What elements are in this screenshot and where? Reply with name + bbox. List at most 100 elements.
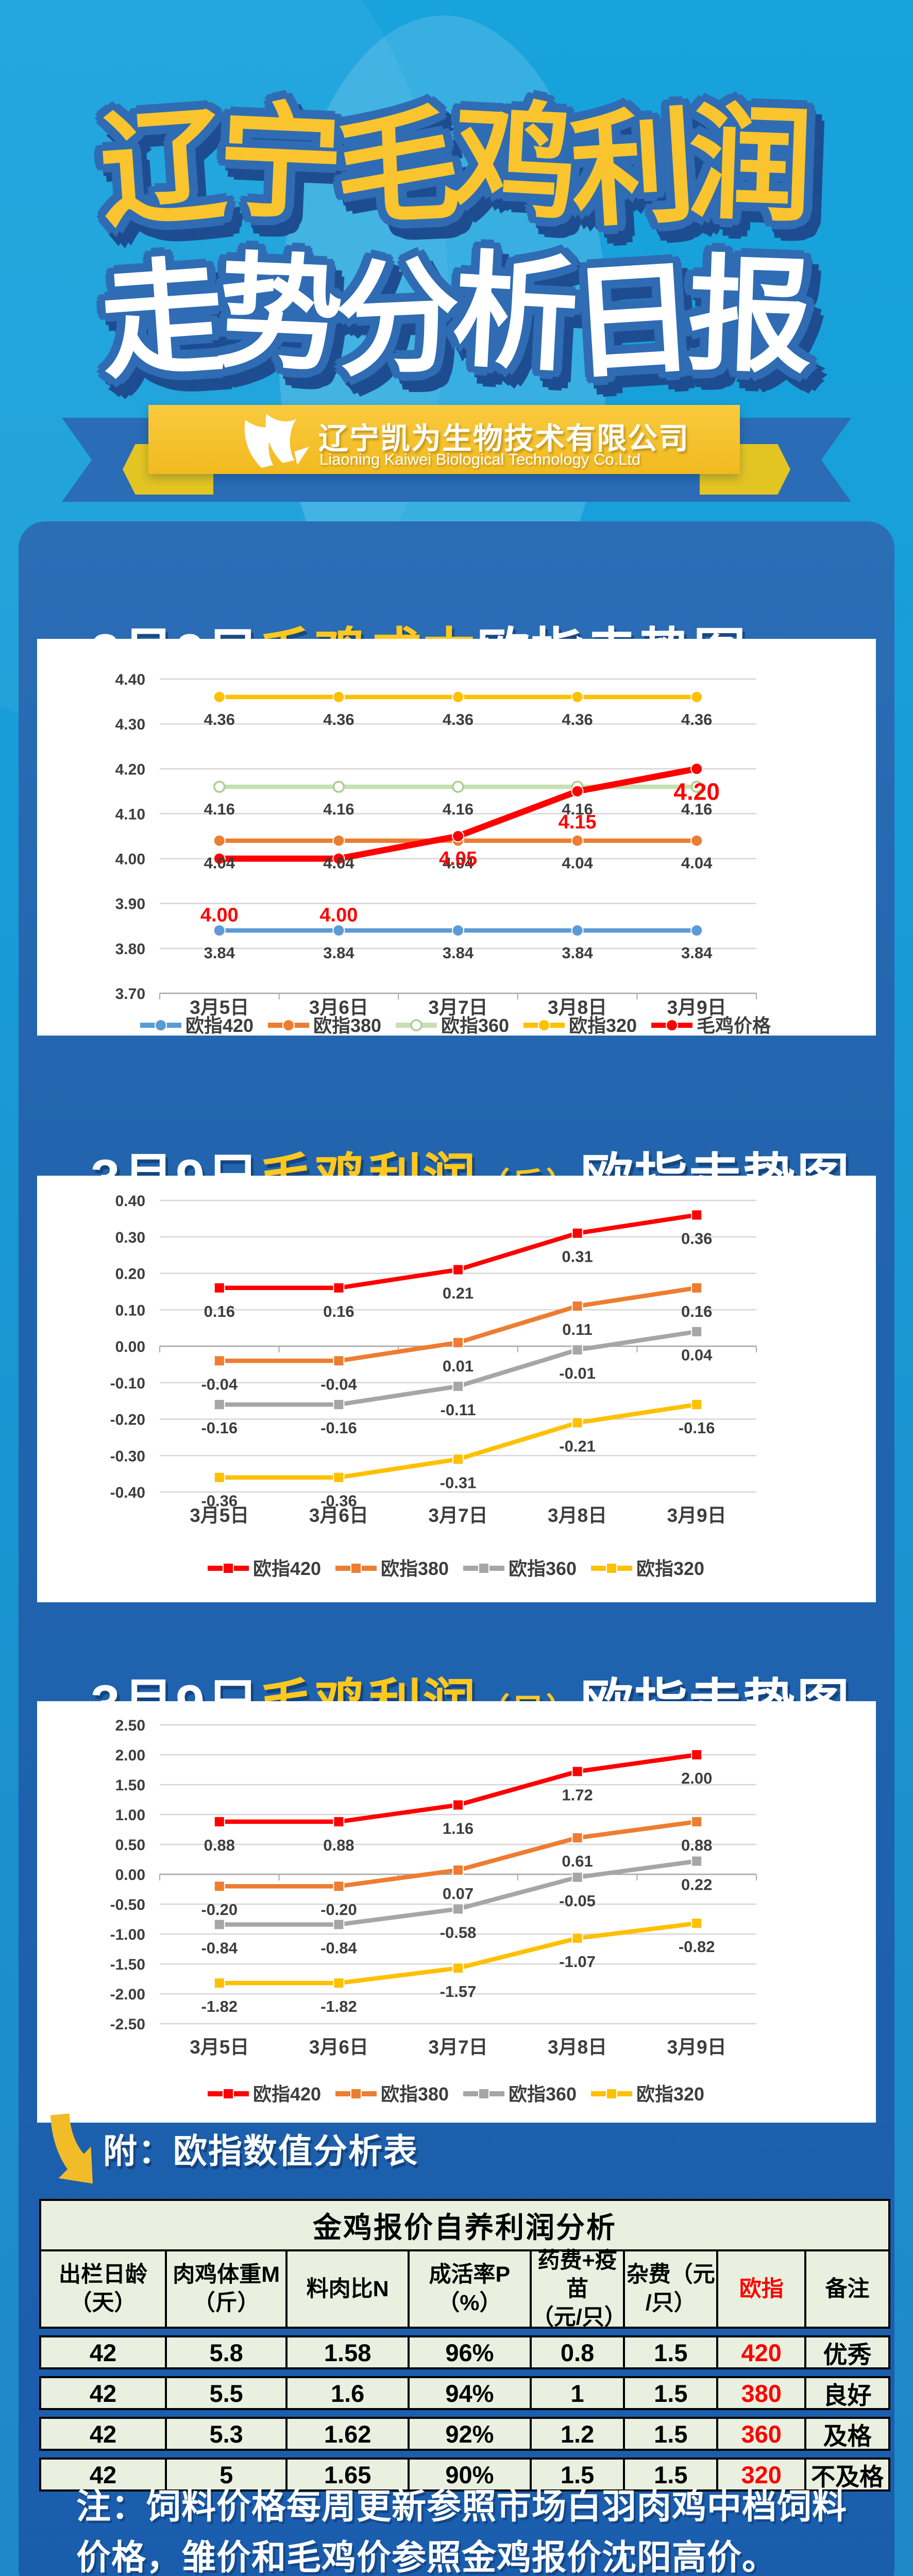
series-labels-欧指320: 4.36 4.36 4.36 4.36 4.36 [204, 710, 713, 728]
table-cell: 1.5 [623, 2337, 716, 2367]
x-axis-labels: 3月5日 3月6日 3月7日 3月8日 3月9日 [190, 1505, 726, 1526]
series-欧指420 [213, 1209, 703, 1294]
svg-text:-0.16: -0.16 [201, 1419, 238, 1437]
svg-text:1.72: 1.72 [562, 1786, 593, 1804]
table-cell: 1.6 [285, 2378, 408, 2408]
table-cell: 5.8 [165, 2337, 285, 2367]
attachment-title: 附：欧指数值分析表 [103, 2132, 418, 2170]
svg-text:-1.57: -1.57 [440, 1982, 477, 2001]
table-cell: 42 [89, 2420, 117, 2448]
svg-text:-0.20: -0.20 [320, 1901, 357, 1919]
company-ribbon: 辽宁凯为生物技术有限公司 Liaoning Kaiwei Biological … [148, 405, 740, 474]
table-cell: 360 [716, 2419, 804, 2449]
svg-text:欧指320: 欧指320 [636, 2083, 704, 2105]
svg-text:3月5日: 3月5日 [190, 1505, 249, 1526]
svg-text:欧指360: 欧指360 [441, 1015, 509, 1036]
svg-text:0.16: 0.16 [681, 1302, 712, 1320]
svg-text:-0.21: -0.21 [559, 1437, 596, 1455]
svg-text:4.04: 4.04 [204, 854, 235, 872]
table-cell: 良好 [804, 2378, 888, 2409]
table-row: 42 5.8 1.58 96% 0.8 1.5 420 优秀 [39, 2335, 890, 2369]
svg-text:-0.10: -0.10 [110, 1375, 145, 1392]
table-cell: 380 [716, 2378, 804, 2408]
table-cell: 5 [165, 2460, 285, 2489]
table-header-cell: 出栏日龄 （天） [59, 2262, 147, 2315]
svg-text:-0.04: -0.04 [201, 1375, 238, 1393]
svg-text:3.84: 3.84 [443, 944, 474, 962]
company-name-en: Liaoning Kaiwei Biological Technology Co… [319, 450, 641, 468]
note-line2: 价格，雏价和毛鸡价参照金鸡报价沈阳高价。 [76, 2538, 777, 2576]
svg-text:欧指380: 欧指380 [381, 2083, 449, 2105]
svg-text:3.70: 3.70 [115, 986, 145, 1003]
table-cell: 优秀 [804, 2337, 888, 2368]
svg-text:3月7日: 3月7日 [428, 997, 487, 1018]
table-cell: 0.8 [529, 2337, 623, 2367]
series-labels-欧指420: 0.16 0.16 0.21 0.31 0.36 [204, 1229, 713, 1320]
svg-text:4.16: 4.16 [681, 800, 712, 818]
series-欧指360 [213, 1855, 703, 1930]
svg-text:-0.01: -0.01 [559, 1364, 596, 1382]
table-cell: 42 [89, 2338, 117, 2366]
svg-text:0.88: 0.88 [681, 1836, 712, 1854]
table-cell: 42 [89, 2461, 117, 2488]
table-head-block: 金鸡报价自养利润分析 出栏日龄 （天） 肉鸡体重M （斤） 料肉比N 成活率P （%） 药费+… [39, 2199, 890, 2330]
series-labels-欧指320: -0.36 -0.36 -0.31 -0.21 -0.16 [201, 1419, 715, 1510]
table-cell: 1 [529, 2378, 623, 2408]
svg-text:3月5日: 3月5日 [190, 997, 249, 1018]
svg-text:0.50: 0.50 [115, 1837, 145, 1854]
svg-text:0.00: 0.00 [115, 1338, 145, 1355]
svg-text:4.04: 4.04 [562, 854, 593, 872]
svg-text:0.61: 0.61 [562, 1852, 593, 1870]
svg-text:-0.20: -0.20 [110, 1412, 145, 1429]
table-cell: 94% [408, 2378, 530, 2408]
svg-text:0.88: 0.88 [204, 1836, 235, 1854]
svg-text:0.00: 0.00 [115, 1867, 145, 1884]
svg-text:4.15: 4.15 [559, 811, 597, 833]
company-logo-icon [244, 414, 310, 468]
table-cell: 1.5 [623, 2378, 716, 2408]
svg-text:-0.16: -0.16 [679, 1419, 715, 1437]
table-cell: 5.5 [165, 2378, 285, 2408]
svg-text:-0.16: -0.16 [320, 1419, 357, 1437]
svg-text:4.16: 4.16 [443, 800, 474, 818]
svg-text:3.80: 3.80 [115, 941, 145, 958]
svg-text:-0.20: -0.20 [201, 1901, 238, 1919]
chart-svg: 0.40 0.30 0.20 0.10 0.00 -0.10 -0.20 -0.30 -0.40… [110, 1193, 757, 1579]
svg-text:0.16: 0.16 [204, 1302, 235, 1320]
table-header-cell: 备注 [804, 2251, 888, 2327]
svg-text:-1.82: -1.82 [320, 1997, 357, 2015]
svg-text:0.30: 0.30 [115, 1229, 145, 1246]
svg-text:0.21: 0.21 [443, 1284, 474, 1302]
svg-text:欧指420: 欧指420 [185, 1015, 253, 1036]
table-header-cell: 杂费（元/只） [623, 2251, 716, 2327]
svg-text:4.36: 4.36 [562, 710, 593, 728]
svg-text:-1.07: -1.07 [559, 1953, 596, 1971]
svg-text:毛鸡价格: 毛鸡价格 [697, 1015, 771, 1036]
table-cell: 92% [408, 2419, 530, 2449]
svg-text:0.16: 0.16 [323, 1302, 354, 1320]
svg-text:0.31: 0.31 [562, 1248, 593, 1266]
chart-legend: 欧指420 欧指380 欧指360 欧指320 毛鸡价格 [140, 1015, 771, 1036]
svg-text:3月8日: 3月8日 [548, 1505, 607, 1526]
chart-legend: 欧指420 欧指380 欧指360 欧指320 [208, 1558, 704, 1579]
svg-text:欧指380: 欧指380 [381, 1558, 449, 1579]
svg-text:3月7日: 3月7日 [428, 1505, 487, 1526]
svg-text:3.84: 3.84 [562, 944, 593, 962]
series-labels-欧指360: -0.84 -0.84 -0.58 -0.05 0.22 [201, 1875, 712, 1957]
table-cell: 42 [89, 2379, 117, 2407]
series-欧指380 [213, 1816, 703, 1892]
svg-text:3.84: 3.84 [323, 944, 354, 962]
svg-text:欧指360: 欧指360 [509, 1558, 577, 1579]
svg-text:-0.11: -0.11 [441, 1401, 476, 1419]
x-axis-labels: 3月5日 3月6日 3月7日 3月8日 3月9日 [190, 2037, 726, 2058]
series-欧指380 [213, 1282, 703, 1367]
svg-text:0.04: 0.04 [681, 1346, 713, 1364]
chart-profit-zhi-canvas: 2.50 2.00 1.50 1.00 0.50 0.00 -0.50 -1.00 -1.50 -… [37, 1701, 876, 2123]
chart-profit-jin-canvas: 0.40 0.30 0.20 0.10 0.00 -0.10 -0.20 -0.30 -0.40… [37, 1176, 876, 1602]
svg-text:4.36: 4.36 [204, 710, 235, 728]
table-header-cell: 料肉比N [285, 2251, 408, 2327]
svg-text:-0.50: -0.50 [110, 1896, 145, 1913]
note-text: 注：饲料价格每周更新参照市场白羽肉鸡中档饲料 价格，雏价和毛鸡价参照金鸡报价沈阳… [76, 2481, 880, 2576]
table-row: 42 5.3 1.62 92% 1.2 1.5 360 及格 [39, 2417, 890, 2451]
svg-text:3月6日: 3月6日 [309, 997, 368, 1018]
